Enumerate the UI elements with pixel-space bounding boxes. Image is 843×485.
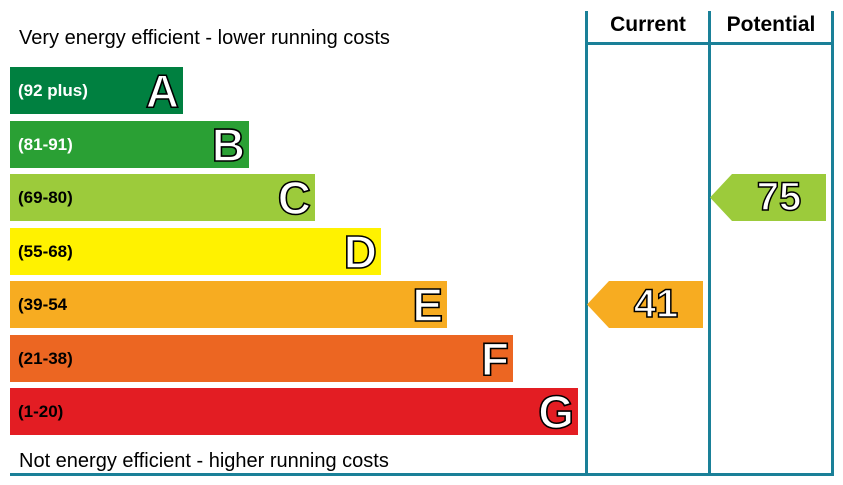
band-letter: D bbox=[343, 225, 378, 279]
band-letter: A bbox=[145, 64, 180, 118]
band-d: (55-68) D bbox=[10, 225, 381, 279]
column-divider-left bbox=[585, 11, 588, 476]
column-divider-middle bbox=[708, 11, 711, 476]
band-letter: E bbox=[412, 278, 444, 332]
band-letter: B bbox=[211, 118, 246, 172]
band-e: (39-54 E bbox=[10, 278, 447, 332]
band-f: (21-38) F bbox=[10, 332, 513, 386]
band-letter: F bbox=[480, 332, 510, 386]
band-range-label: (39-54 bbox=[18, 295, 68, 314]
potential-rating-marker: 75 bbox=[710, 174, 826, 221]
band-c: (69-80) C bbox=[10, 171, 315, 225]
bottom-border bbox=[10, 473, 834, 476]
potential-column-header: Potential bbox=[726, 13, 816, 36]
band-range-label: (81-91) bbox=[18, 134, 73, 154]
band-g: (1-20) G bbox=[10, 385, 578, 439]
column-divider-right bbox=[831, 11, 834, 476]
current-arrow-shape bbox=[587, 281, 703, 328]
potential-arrow-shape bbox=[710, 174, 826, 221]
current-rating-value: 41 bbox=[633, 281, 679, 327]
potential-rating-value: 75 bbox=[756, 174, 802, 220]
band-letter: G bbox=[537, 385, 574, 439]
bottom-caption: Not energy efficient - higher running co… bbox=[19, 450, 389, 472]
band-letter: C bbox=[277, 171, 312, 225]
band-range-label: (55-68) bbox=[18, 241, 73, 261]
band-range-label: (92 plus) bbox=[18, 81, 88, 100]
current-rating-marker: 41 bbox=[587, 281, 703, 328]
band-range-label: (1-20) bbox=[18, 402, 64, 421]
top-caption: Very energy efficient - lower running co… bbox=[19, 27, 390, 49]
header-underline bbox=[585, 42, 834, 45]
band-range-label: (21-38) bbox=[18, 348, 73, 368]
band-range-label: (69-80) bbox=[18, 188, 73, 207]
band-b: (81-91) B bbox=[10, 118, 249, 172]
current-column-header: Current bbox=[610, 13, 686, 36]
band-a: (92 plus) A bbox=[10, 64, 183, 118]
